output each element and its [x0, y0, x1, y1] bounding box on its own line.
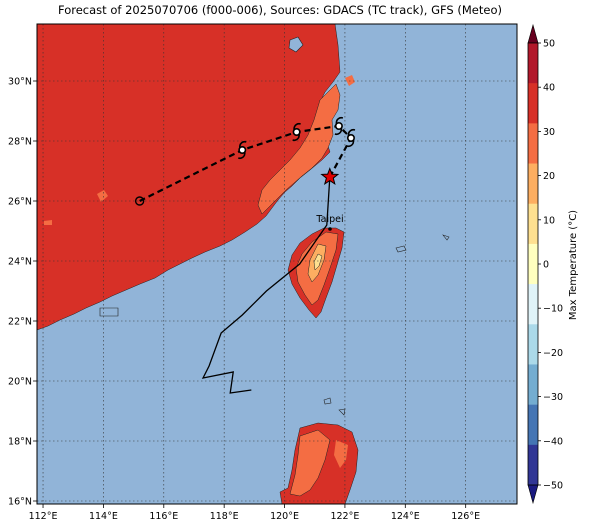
luzon-warm-zone-2 — [334, 440, 348, 468]
map-title: Forecast of 2025070706 (f000-006), Sourc… — [58, 3, 502, 17]
typhoon-symbol-icon — [346, 128, 356, 148]
colorbar-tick-label: −10 — [543, 304, 563, 315]
lat-tick-label: 24°N — [8, 257, 32, 268]
colorbar-tick-label: −30 — [543, 392, 563, 403]
axis-ticks: 112°E 114°E 116°E 118°E 120°E 122°E 124°E 126°E… — [8, 77, 480, 523]
colorbar-segment — [528, 83, 538, 124]
forecast-track-line — [139, 124, 353, 202]
coastal-warm-patch — [345, 75, 355, 86]
map-area — [37, 24, 517, 504]
colorbar-segment — [528, 364, 538, 405]
small-island — [442, 234, 450, 241]
small-island — [323, 397, 332, 405]
lat-tick-label: 26°N — [8, 197, 32, 208]
lon-tick-label: 114°E — [89, 511, 118, 522]
colorbar-bottom-arrow — [527, 484, 539, 505]
colorbar-tick-label: 30 — [543, 127, 555, 138]
colorbar-segment — [528, 324, 538, 365]
colorbar-segment — [528, 284, 538, 325]
inland-warm-patch — [97, 190, 108, 202]
small-island — [338, 408, 346, 416]
lat-tick-label: 30°N — [8, 77, 32, 88]
lon-tick-label: 120°E — [270, 511, 299, 522]
colorbar-tick-label: −50 — [543, 481, 563, 492]
colorbar-segment — [528, 123, 538, 164]
lat-tick-label: 28°N — [8, 137, 32, 148]
inland-warm-patch-2 — [44, 220, 52, 225]
colorbar-tick-label: 20 — [543, 171, 555, 182]
map-frame — [36, 23, 518, 505]
lat-tick-label: 22°N — [8, 317, 32, 328]
colorbar-label: Max Temperature (°C) — [568, 210, 579, 320]
typhoon-symbol-icon — [334, 116, 344, 136]
lon-tick-label: 126°E — [451, 511, 480, 522]
taiwan-cool-zone — [313, 253, 323, 271]
lon-tick-label: 124°E — [391, 511, 420, 522]
lon-tick-label: 116°E — [149, 511, 178, 522]
colorbar-tick-label: 10 — [543, 215, 555, 226]
colorbar-segment — [528, 444, 538, 486]
lat-tick-label: 18°N — [8, 437, 32, 448]
lat-tick-label: 20°N — [8, 377, 32, 388]
colorbar-tick-label: −40 — [543, 436, 563, 447]
typhoon-symbol-icon — [292, 122, 301, 142]
small-island — [288, 36, 304, 53]
typhoon-track — [134, 116, 356, 394]
colorbar-segment — [528, 203, 538, 245]
city-marker-taipei — [328, 227, 332, 231]
colorbar-tick-label: 0 — [543, 260, 549, 271]
grid-lines — [37, 24, 517, 504]
colorbar-segment — [528, 43, 538, 84]
past-track-line — [201, 176, 331, 394]
lon-tick-label: 112°E — [29, 511, 58, 522]
colorbar-segment — [528, 404, 538, 446]
colorbar-tick-label: −20 — [543, 348, 563, 359]
colorbar-tick-label: 50 — [543, 39, 555, 50]
lat-tick-label: 16°N — [8, 497, 32, 508]
lon-tick-label: 118°E — [210, 511, 239, 522]
colorbar-top-arrow — [527, 23, 539, 44]
current-position-star-icon — [320, 167, 340, 186]
lon-tick-label: 122°E — [330, 511, 359, 522]
small-island — [395, 245, 407, 253]
luzon-warm-zone — [289, 429, 331, 497]
forecast-point-marker — [134, 196, 145, 206]
small-island — [99, 307, 119, 317]
colorbar-segment — [528, 163, 538, 205]
typhoon-symbol-icon — [238, 140, 247, 160]
colorbar-segment — [528, 243, 538, 285]
city-label-taipei: Taipei — [315, 214, 343, 225]
colorbar-tick-label: 40 — [543, 83, 555, 94]
colorbar: 50 40 30 20 10 0 −10 −20 −30 −40 −50 — [527, 23, 563, 505]
coastal-warm-zone — [257, 83, 341, 215]
